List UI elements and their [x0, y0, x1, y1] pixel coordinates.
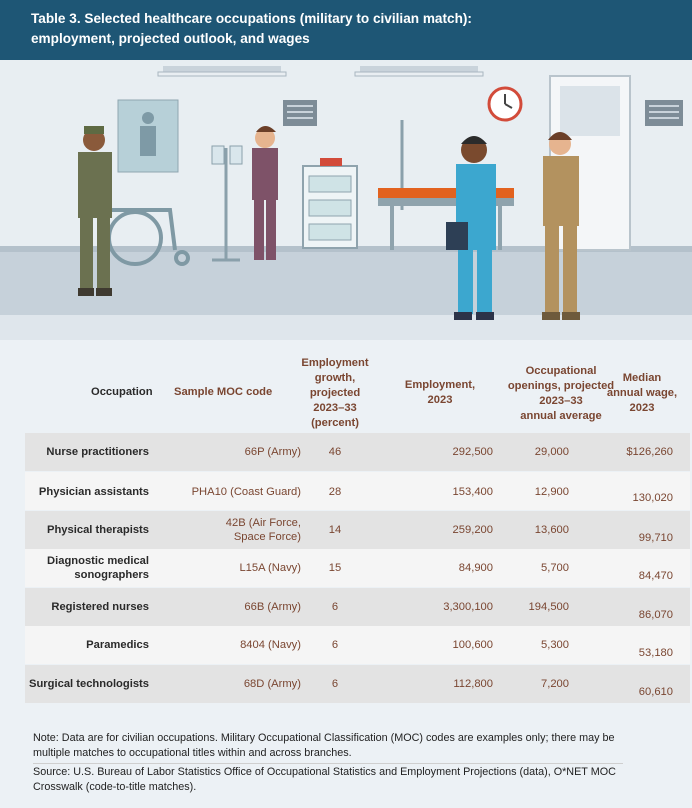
cell-growth: 28 [328, 486, 342, 498]
table-row: Surgical technologists 68D (Army) 6 112,… [25, 665, 690, 703]
cell-employment: 100,600 [452, 639, 493, 651]
cell-employment: 153,400 [452, 486, 493, 498]
col-growth: Employment growth, projected 2023–33 (pe… [295, 356, 375, 431]
ceiling-light-icon [354, 66, 484, 77]
cell-moc: L15A (Navy) [239, 562, 301, 574]
cell-growth: 15 [328, 562, 342, 574]
col-wage-line: Median [622, 372, 662, 384]
col-openings-line: openings, projected [507, 380, 615, 392]
hospital-illustration [0, 60, 692, 340]
military-medic-figure-icon [542, 132, 580, 320]
cell-moc: PHA10 (Coast Guard) [191, 486, 301, 498]
doctor-figure-icon [446, 136, 496, 320]
col-median-wage: Median annual wage, 2023 [597, 371, 687, 416]
ceiling-light-icon [157, 66, 287, 77]
source-line: Crosswalk (code-to-title matches). [33, 781, 197, 793]
cell-wage: 86,070 [638, 609, 673, 621]
cell-growth: 46 [328, 446, 342, 458]
table-row: Diagnostic medical sonographers L15A (Na… [25, 549, 690, 587]
cell-growth: 6 [331, 601, 339, 613]
cell-moc-line: Space Force) [233, 531, 301, 543]
cell-occupation: Paramedics [86, 639, 149, 651]
cell-openings: 29,000 [534, 446, 569, 458]
medical-chart-icon [117, 99, 179, 173]
col-growth-line: (percent) [311, 417, 359, 429]
cell-moc: 68D (Army) [243, 678, 301, 690]
cell-occupation: Physical therapists [47, 524, 149, 536]
table-header-banner: Table 3. Selected healthcare occupations… [0, 0, 692, 60]
cell-moc: 66B (Army) [244, 601, 301, 613]
cell-moc-line: 42B (Air Force, [225, 517, 301, 529]
table-row: Paramedics 8404 (Navy) 6 100,600 5,300 5… [25, 626, 690, 664]
cell-openings: 5,700 [541, 562, 569, 574]
cell-openings: 194,500 [528, 601, 569, 613]
cell-wage: 60,610 [638, 686, 673, 698]
cell-occupation: Diagnostic medical sonographers [25, 554, 149, 582]
cell-wage: 130,020 [632, 492, 673, 504]
cell-wage: 99,710 [638, 532, 673, 544]
col-growth-line: growth, [314, 372, 356, 384]
cell-openings: 7,200 [541, 678, 569, 690]
note-line: Note: Data are for civilian occupations.… [33, 732, 615, 744]
col-wage-line: annual wage, [606, 387, 678, 399]
col-occupation: Occupation [91, 386, 153, 398]
col-openings-line: Occupational [525, 365, 597, 377]
cell-moc: 8404 (Navy) [240, 639, 301, 651]
cell-employment: 259,200 [452, 524, 493, 536]
col-openings-line: annual average [520, 410, 602, 422]
table-column-headers: Occupation Sample MOC code Employment gr… [25, 350, 690, 432]
iv-stand-icon [211, 145, 243, 262]
cell-employment: 3,300,100 [443, 601, 493, 613]
col-openings: Occupational openings, projected 2023–33… [501, 364, 621, 424]
cell-wage: 53,180 [638, 647, 673, 659]
hospital-scene [0, 60, 692, 340]
table-source: Source: U.S. Bureau of Labor Statistics … [33, 765, 673, 795]
cell-occupation-line: sonographers [74, 569, 149, 581]
cell-moc: 66P (Army) [244, 446, 301, 458]
table-note: Note: Data are for civilian occupations.… [33, 731, 673, 761]
col-wage-line: 2023 [629, 402, 655, 414]
col-growth-line: projected [309, 387, 361, 399]
table-title-line1: Table 3. Selected healthcare occupations… [31, 11, 472, 26]
cell-occupation: Physician assistants [38, 486, 149, 498]
cell-wage: $126,260 [626, 446, 673, 458]
col-moc-code: Sample MOC code [174, 386, 273, 398]
cell-openings: 12,900 [534, 486, 569, 498]
col-employment-line: 2023 [427, 394, 453, 406]
cell-growth: 6 [331, 678, 339, 690]
cell-growth: 14 [328, 524, 342, 536]
table-title-line2: employment, projected outlook, and wages [31, 31, 310, 46]
source-line: Source: U.S. Bureau of Labor Statistics … [33, 766, 616, 778]
cell-employment: 292,500 [452, 446, 493, 458]
wall-clock-icon [487, 86, 523, 122]
soldier-figure-icon [78, 126, 112, 296]
cell-occupation: Nurse practitioners [46, 446, 149, 458]
cell-employment: 112,800 [453, 678, 493, 690]
col-employment-line: Employment, [404, 379, 476, 391]
cell-openings: 5,300 [541, 639, 569, 651]
cell-wage: 84,470 [638, 570, 673, 582]
cell-occupation: Registered nurses [51, 601, 149, 613]
table-row: Physician assistants PHA10 (Coast Guard)… [25, 472, 690, 510]
medical-cart-icon [302, 158, 358, 249]
table-row: Registered nurses 66B (Army) 6 3,300,100… [25, 588, 690, 626]
nurse-figure-icon [252, 126, 278, 260]
hospital-bed-icon [378, 120, 514, 250]
note-line: multiple matches to occupational titles … [33, 747, 352, 759]
cell-growth: 6 [331, 639, 339, 651]
note-divider [33, 763, 623, 764]
cell-occupation-line: Diagnostic medical [47, 555, 149, 567]
col-growth-line: Employment [301, 357, 369, 369]
cell-employment: 84,900 [458, 562, 493, 574]
col-openings-line: 2023–33 [539, 395, 583, 407]
cell-openings: 13,600 [534, 524, 569, 536]
col-growth-line: 2023–33 [313, 402, 357, 414]
cell-occupation: Surgical technologists [29, 678, 149, 690]
col-employment: Employment, 2023 [385, 378, 495, 408]
cell-moc: 42B (Air Force, Space Force) [151, 516, 301, 544]
table-row: Physical therapists 42B (Air Force, Spac… [25, 511, 690, 549]
table-row: Nurse practitioners 66P (Army) 46 292,50… [25, 433, 690, 471]
